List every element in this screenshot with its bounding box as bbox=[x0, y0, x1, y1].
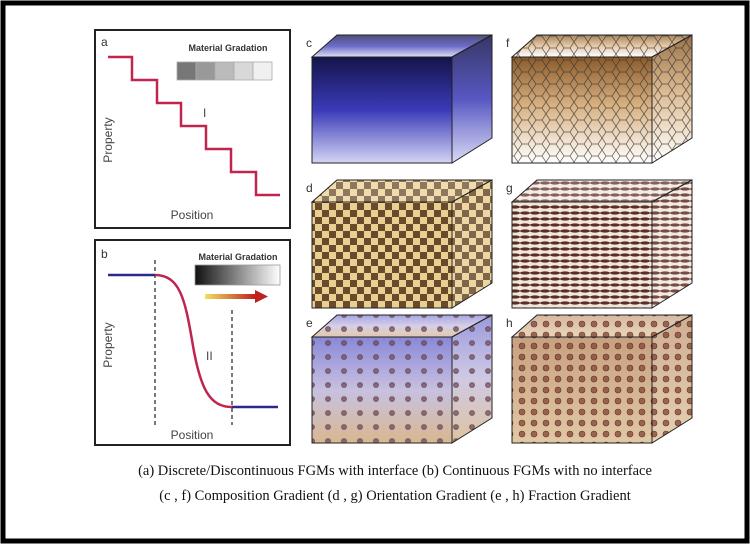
front-face-texture bbox=[312, 337, 452, 443]
panel-letter: h bbox=[506, 316, 513, 330]
cube-grid: c f d g e h bbox=[306, 35, 692, 443]
x-label: Position bbox=[171, 208, 214, 222]
panel-letter: b bbox=[101, 247, 108, 261]
front-face bbox=[512, 202, 652, 308]
front-face bbox=[312, 202, 452, 308]
cube: c bbox=[306, 35, 492, 163]
region-label: II bbox=[206, 349, 213, 363]
cube: h bbox=[506, 315, 692, 443]
cube: d bbox=[306, 180, 492, 308]
panel-letter: d bbox=[306, 181, 313, 195]
x-label: Position bbox=[171, 428, 214, 442]
front-face-texture bbox=[512, 57, 652, 163]
panel-letter: c bbox=[306, 36, 312, 50]
legend-title: Material Gradation bbox=[198, 252, 277, 262]
legend-title: Material Gradation bbox=[188, 43, 267, 53]
cube: g bbox=[506, 180, 692, 308]
region-label: I bbox=[203, 106, 206, 120]
caption-line: (c , f) Composition Gradient (d , g) Ori… bbox=[159, 488, 631, 504]
figure: a Material Gradation I Property Position… bbox=[0, 0, 750, 544]
panel-letter: g bbox=[506, 181, 513, 195]
front-face-texture bbox=[512, 337, 652, 443]
panel-b: b Material Gradation II Property Positio… bbox=[95, 240, 290, 445]
panel-letter: a bbox=[101, 35, 108, 49]
panel-a: a Material Gradation I Property Position bbox=[95, 30, 290, 228]
y-label: Property bbox=[101, 322, 115, 367]
panel-letter: e bbox=[306, 316, 313, 330]
front-face bbox=[312, 57, 452, 163]
panel-letter: f bbox=[506, 36, 510, 50]
cube: e bbox=[306, 315, 492, 443]
cube: f bbox=[506, 35, 692, 163]
caption-line: (a) Discrete/Discontinuous FGMs with int… bbox=[138, 463, 652, 479]
y-label: Property bbox=[101, 117, 115, 162]
